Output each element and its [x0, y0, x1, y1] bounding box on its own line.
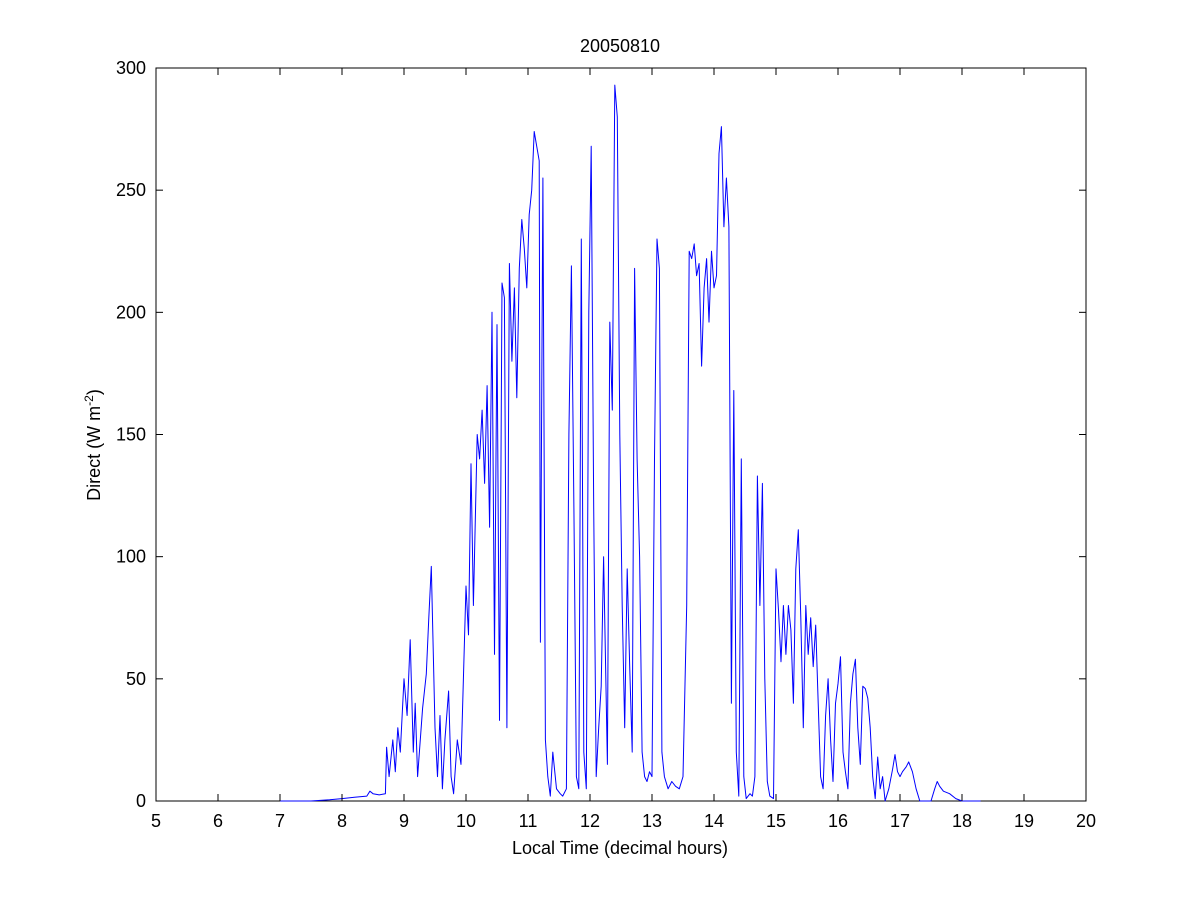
x-tick-label: 11 [519, 811, 538, 831]
y-axis-label: Direct (W m-2) [82, 389, 104, 501]
y-axis-label-suffix: ) [84, 389, 104, 395]
y-tick-label: 100 [116, 547, 146, 567]
y-tick-label: 0 [136, 791, 146, 811]
x-tick-label: 16 [828, 811, 848, 831]
x-tick-label: 20 [1076, 811, 1096, 831]
x-tick-label: 18 [952, 811, 972, 831]
x-tick-label: 6 [213, 811, 223, 831]
x-tick-label: 13 [642, 811, 662, 831]
y-tick-label: 250 [116, 180, 146, 200]
y-tick-label: 150 [116, 425, 146, 445]
x-tick-label: 8 [337, 811, 347, 831]
y-tick-label: 300 [116, 58, 146, 78]
plot-area-frame [155, 67, 1087, 802]
chart-title: 20050810 [580, 36, 660, 56]
x-tick-label: 10 [456, 811, 476, 831]
x-tick-label: 15 [766, 811, 786, 831]
x-tick-label: 17 [890, 811, 910, 831]
x-axis-label: Local Time (decimal hours) [512, 838, 728, 858]
x-tick-label: 7 [275, 811, 285, 831]
y-tick-label: 50 [126, 669, 146, 689]
x-tick-label: 19 [1014, 811, 1034, 831]
x-tick-label: 14 [704, 811, 724, 831]
y-axis-label-superscript: -2 [82, 395, 96, 406]
x-tick-label: 5 [151, 811, 161, 831]
series-line-1 [280, 84, 981, 802]
y-tick-label: 200 [116, 302, 146, 322]
tick-layer: 5 6 7 8 9 10 11 12 13 14 15 16 17 18 19 200501001502002… [116, 58, 1096, 831]
x-tick-label: 12 [580, 811, 600, 831]
data-layer [280, 84, 981, 802]
y-axis-label-main: Direct (W m [84, 406, 104, 501]
x-tick-label: 9 [399, 811, 409, 831]
